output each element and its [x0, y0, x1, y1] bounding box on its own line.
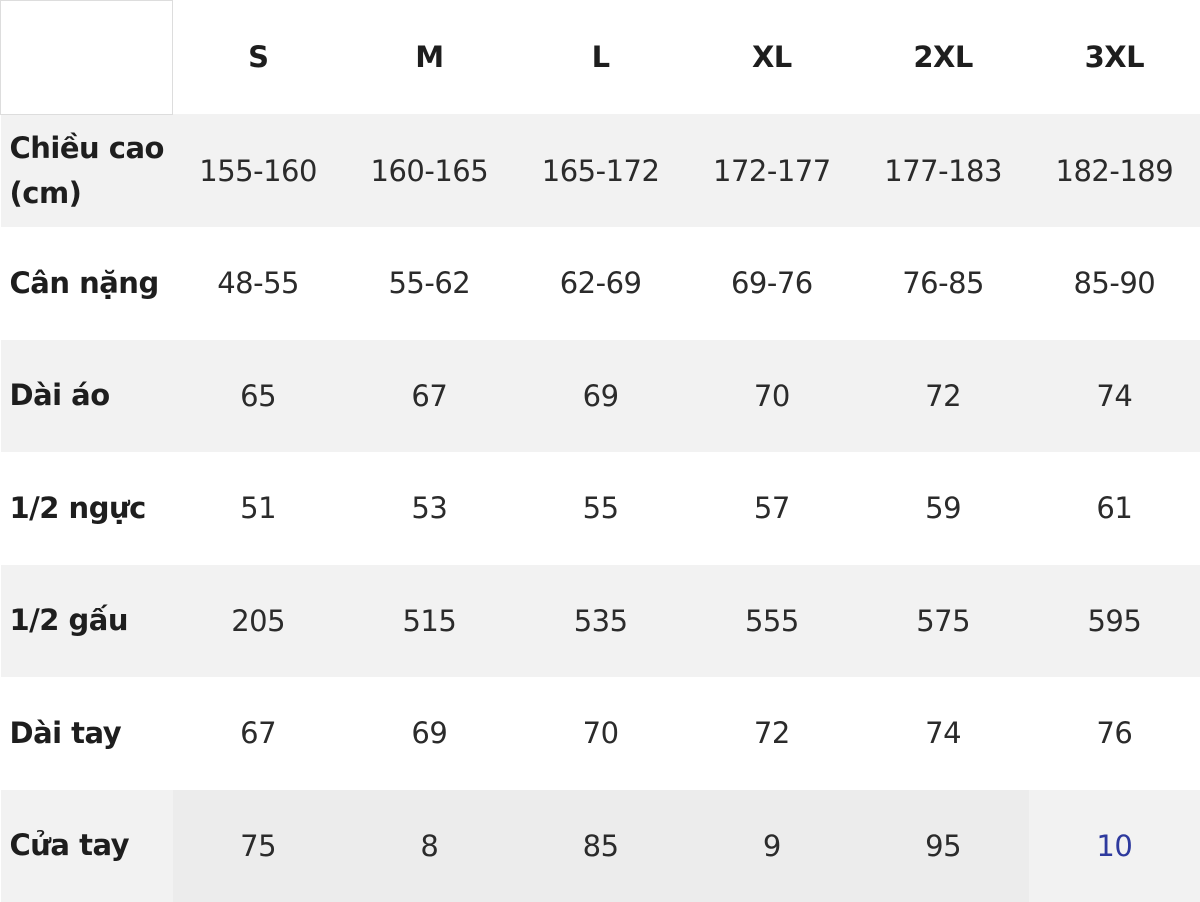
table-cell: 57: [686, 452, 857, 565]
table-cell: 59: [858, 452, 1029, 565]
table-cell: 69: [515, 340, 686, 453]
table-cell: 67: [173, 677, 344, 790]
table-cell: 76: [1029, 677, 1200, 790]
size-header: S: [173, 1, 344, 115]
table-cell: 155-160: [173, 114, 344, 227]
table-cell: 65: [173, 340, 344, 453]
table-cell: 70: [515, 677, 686, 790]
table-cell: 205: [173, 565, 344, 678]
table-cell: 177-183: [858, 114, 1029, 227]
table-cell: 51: [173, 452, 344, 565]
row-label: Chiều cao (cm): [1, 114, 173, 227]
table-cell: 75: [173, 790, 344, 902]
table-cell: 160-165: [344, 114, 515, 227]
size-header: M: [344, 1, 515, 115]
table-cell: 48-55: [173, 227, 344, 340]
row-label: 1/2 gấu: [1, 565, 173, 678]
table-cell: 74: [1029, 340, 1200, 453]
size-header: 2XL: [858, 1, 1029, 115]
row-label: Dài tay: [1, 677, 173, 790]
corner-cell: [1, 1, 173, 115]
table-cell: 10: [1029, 790, 1200, 902]
table-cell: 9: [686, 790, 857, 902]
size-header: XL: [686, 1, 857, 115]
row-label: Cân nặng: [1, 227, 173, 340]
table-cell: 165-172: [515, 114, 686, 227]
table-cell: 535: [515, 565, 686, 678]
size-header: 3XL: [1029, 1, 1200, 115]
table-cell: 69: [344, 677, 515, 790]
table-cell: 85: [515, 790, 686, 902]
table-cell: 172-177: [686, 114, 857, 227]
table-cell: 55-62: [344, 227, 515, 340]
row-label: Dài áo: [1, 340, 173, 453]
table-cell: 72: [858, 340, 1029, 453]
table-cell: 595: [1029, 565, 1200, 678]
header-row: S M L XL 2XL 3XL: [1, 1, 1200, 115]
table-cell: 76-85: [858, 227, 1029, 340]
table-cell: 182-189: [1029, 114, 1200, 227]
table-cell: 8: [344, 790, 515, 902]
row-label: 1/2 ngực: [1, 452, 173, 565]
size-header: L: [515, 1, 686, 115]
table-cell: 85-90: [1029, 227, 1200, 340]
row-label: Cửa tay: [1, 790, 173, 902]
table-cell: 62-69: [515, 227, 686, 340]
table-cell: 515: [344, 565, 515, 678]
table-cell: 555: [686, 565, 857, 678]
table-cell: 74: [858, 677, 1029, 790]
table-cell: 69-76: [686, 227, 857, 340]
table-cell: 67: [344, 340, 515, 453]
table-cell: 70: [686, 340, 857, 453]
table-cell: 61: [1029, 452, 1200, 565]
table-cell: 72: [686, 677, 857, 790]
table-cell: 53: [344, 452, 515, 565]
table-cell: 55: [515, 452, 686, 565]
table-cell: 575: [858, 565, 1029, 678]
table-cell: 95: [858, 790, 1029, 902]
